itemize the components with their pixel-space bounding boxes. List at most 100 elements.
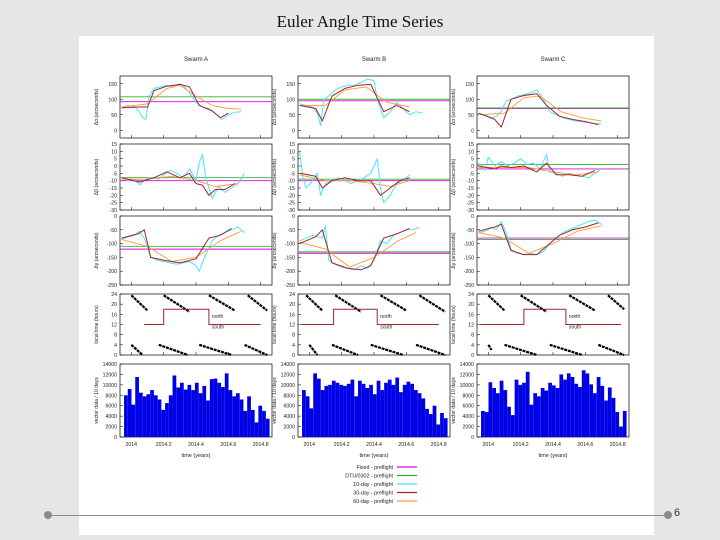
y-tick-label: -50 — [110, 228, 118, 234]
histogram-bar — [518, 384, 523, 437]
y-tick-label: 12 — [289, 323, 295, 329]
histogram-bar — [391, 384, 396, 437]
histogram-bar — [574, 383, 579, 437]
y-tick-label: 24 — [111, 292, 117, 298]
histogram-bar — [354, 396, 359, 437]
y-tick-label: 4000 — [283, 414, 295, 420]
x-tick-label: 2014.2 — [513, 442, 529, 448]
y-tick-label: 24 — [289, 292, 295, 298]
y-tick-label: -15 — [110, 186, 118, 192]
histogram-bar — [600, 385, 605, 437]
series-10day — [121, 153, 245, 199]
histogram-bar — [335, 382, 340, 437]
local-time-track — [130, 294, 149, 312]
histogram-bar — [228, 390, 233, 437]
y-tick-label: 20 — [289, 302, 295, 308]
x-tick-label: 2014.4 — [366, 442, 382, 448]
histogram-bar — [581, 370, 586, 437]
y-tick-label: 0 — [471, 435, 474, 441]
histogram-bar — [358, 380, 362, 437]
histogram-bar — [410, 383, 414, 437]
histogram-bar — [209, 379, 214, 437]
y-tick-label: 5 — [292, 157, 295, 163]
histogram-bar — [440, 413, 444, 437]
y-tick-label: -200 — [285, 269, 295, 275]
histogram-bar — [172, 375, 177, 437]
y-tick-label: 2000 — [462, 425, 474, 431]
histogram-bar — [499, 380, 504, 437]
y-tick-label: -5 — [290, 171, 295, 177]
y-axis-label: vector data / 10 days — [94, 377, 100, 424]
x-tick-label: 2014 — [483, 442, 495, 448]
label-south: south — [380, 324, 392, 330]
local-time-track — [308, 344, 319, 356]
histogram-bar — [138, 392, 143, 437]
local-time-track — [331, 343, 359, 357]
histogram-bar — [402, 384, 407, 437]
y-tick-label: 6000 — [283, 404, 295, 410]
y-tick-label: 8000 — [283, 393, 295, 399]
x-tick-label: 2014.6 — [220, 442, 236, 448]
y-tick-label: 8 — [114, 333, 117, 339]
histogram-bar — [168, 395, 173, 437]
histogram-bar — [566, 373, 571, 437]
local-time-track — [158, 343, 189, 357]
histogram-bar — [615, 411, 620, 437]
histogram-bar — [150, 390, 154, 437]
series-60day — [478, 225, 602, 254]
y-tick-label: 0 — [114, 435, 117, 441]
series-60day — [121, 230, 242, 262]
histogram-bar — [559, 374, 564, 437]
x-tick-label: 2014.8 — [431, 442, 447, 448]
y-tick-label: 10 — [468, 149, 474, 155]
local-time-track — [244, 343, 268, 357]
y-tick-label: -250 — [464, 283, 474, 289]
histogram-bar — [399, 392, 403, 437]
y-tick-label: 6000 — [462, 404, 474, 410]
local-time-track — [130, 344, 144, 356]
y-tick-label: 0 — [471, 128, 474, 134]
y-axis-label: Δα (arcseconds) — [272, 88, 278, 125]
series-30day — [121, 227, 232, 264]
y-tick-label: 4 — [471, 343, 474, 349]
y-tick-label: 0 — [471, 353, 474, 359]
series-60day — [299, 232, 417, 268]
local-time-track — [418, 294, 446, 313]
series-60day — [478, 95, 602, 122]
histogram-bar — [551, 385, 556, 437]
y-tick-label: 0 — [292, 128, 295, 134]
x-tick-label: 2014.8 — [253, 442, 269, 448]
histogram-bar — [607, 387, 612, 437]
histogram-bar — [522, 382, 526, 437]
histogram-bar — [146, 394, 151, 437]
x-tick-label: 2014 — [304, 442, 316, 448]
histogram-bar — [417, 393, 422, 437]
histogram-bar — [376, 380, 381, 437]
histogram-bar — [428, 414, 433, 437]
local-time-track — [487, 344, 493, 351]
y-tick-label: -50 — [288, 228, 296, 234]
series-60day — [299, 86, 410, 108]
y-tick-label: 0 — [292, 435, 295, 441]
footer-dot-left — [44, 511, 52, 519]
y-tick-label: 4000 — [105, 414, 117, 420]
legend-label: 30-day - preflight — [353, 491, 393, 497]
local-time-track — [568, 294, 596, 312]
histogram-bar — [180, 382, 184, 437]
label-south: south — [569, 324, 581, 330]
y-axis-label: Δβ (arcseconds) — [272, 158, 278, 195]
histogram-bar — [161, 409, 166, 437]
y-tick-label: 4000 — [462, 414, 474, 420]
north-south-line — [144, 308, 261, 325]
y-axis-label: Δγ (arcseconds) — [272, 232, 278, 268]
histogram-bar — [563, 379, 567, 437]
histogram-bar — [328, 384, 332, 437]
histogram-bar — [194, 382, 199, 437]
y-tick-label: 20 — [468, 302, 474, 308]
label-north: north — [212, 314, 224, 320]
y-tick-label: -150 — [107, 255, 117, 261]
histogram-bar — [387, 379, 392, 437]
y-tick-label: 8 — [471, 333, 474, 339]
histogram-bar — [232, 396, 236, 437]
y-tick-label: -100 — [107, 242, 117, 248]
